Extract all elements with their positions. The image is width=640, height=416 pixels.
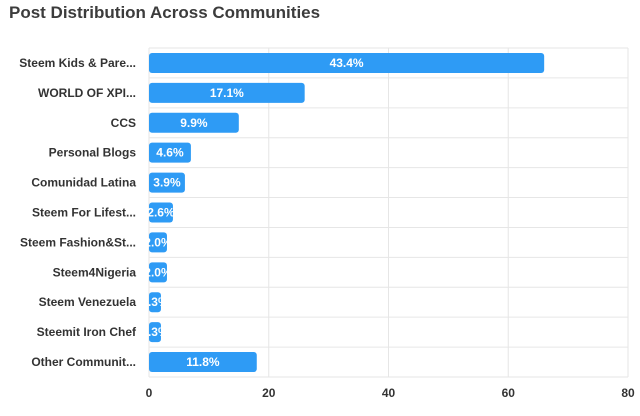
category-label: CCS xyxy=(111,116,136,130)
data-label: 2.0% xyxy=(144,265,172,279)
data-label: 11.8% xyxy=(186,355,220,369)
x-tick-label: 80 xyxy=(621,386,635,400)
bar xyxy=(149,52,545,73)
data-label: 1.3% xyxy=(141,325,169,339)
x-tick-label: 40 xyxy=(382,386,396,400)
data-label: 2.6% xyxy=(147,206,175,220)
x-tick-label: 20 xyxy=(262,386,276,400)
data-label: 9.9% xyxy=(180,116,208,130)
bar xyxy=(149,202,173,223)
category-label: Other Communit... xyxy=(31,355,136,369)
bar xyxy=(149,262,167,283)
data-label: 2.0% xyxy=(144,235,172,249)
category-label: Steem4Nigeria xyxy=(53,265,137,279)
category-label: Comunidad Latina xyxy=(31,176,136,190)
x-tick-label: 60 xyxy=(502,386,516,400)
data-label: 43.4% xyxy=(330,56,364,70)
category-label: Personal Blogs xyxy=(49,146,137,160)
data-label: 1.3% xyxy=(141,295,169,309)
bar xyxy=(149,112,239,133)
bar xyxy=(149,352,257,373)
chart-title: Post Distribution Across Communities xyxy=(9,3,321,22)
x-tick-label: 0 xyxy=(146,386,153,400)
category-label: Steem Kids & Pare... xyxy=(19,56,136,70)
data-label: 17.1% xyxy=(210,86,244,100)
category-label: Steem For Lifest... xyxy=(32,206,136,220)
data-label: 3.9% xyxy=(153,176,181,190)
bar xyxy=(149,172,185,193)
category-label: Steem Fashion&St... xyxy=(20,235,136,249)
bar xyxy=(149,322,161,343)
bar xyxy=(149,142,191,163)
bar xyxy=(149,292,161,313)
data-label: 4.6% xyxy=(156,146,184,160)
bar xyxy=(149,82,305,103)
category-label: Steem Venezuela xyxy=(39,295,137,309)
bar xyxy=(149,232,167,253)
category-label: WORLD OF XPI... xyxy=(38,86,136,100)
category-label: Steemit Iron Chef xyxy=(37,325,137,339)
